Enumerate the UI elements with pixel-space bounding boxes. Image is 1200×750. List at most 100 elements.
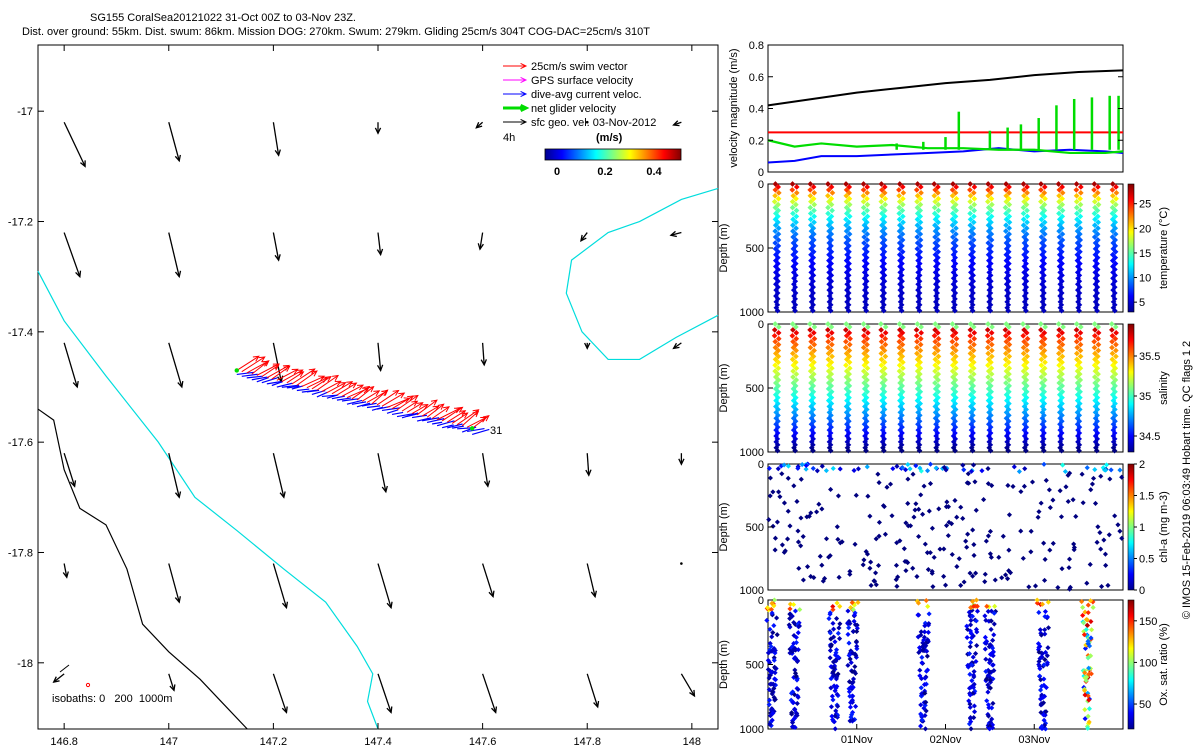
salinity-point xyxy=(918,324,924,330)
salinity-point xyxy=(1059,347,1065,354)
swim-vector xyxy=(241,356,266,373)
isobath-marker xyxy=(85,682,91,688)
current-vector-head xyxy=(281,601,289,610)
salinity-point xyxy=(810,447,816,454)
swim-vector-shaft xyxy=(351,386,370,400)
salinity-point xyxy=(1038,344,1044,351)
temperature-point xyxy=(807,181,814,187)
temperature-point xyxy=(988,207,995,214)
chla-point xyxy=(851,467,857,473)
temperature-colorbar-tick-label: 25 xyxy=(1139,199,1151,211)
dac-vector xyxy=(411,414,428,419)
legend-arrow-head xyxy=(520,90,528,98)
swim-vector xyxy=(331,381,354,395)
temperature-point xyxy=(1077,195,1083,202)
swim-vector-shaft xyxy=(311,376,332,390)
chla-point xyxy=(897,538,903,544)
chla-y-tick-label: 0 xyxy=(758,459,764,471)
temperature-point xyxy=(846,195,853,202)
dac-vector xyxy=(251,376,268,381)
salinity-point xyxy=(808,338,815,345)
temperature-point xyxy=(1038,216,1045,223)
temperature-point xyxy=(1073,192,1080,199)
swim-vector-head xyxy=(363,385,371,393)
temperature-point xyxy=(1091,187,1097,193)
swim-vector xyxy=(431,406,450,419)
temperature-point xyxy=(860,187,867,193)
swim-vector-head xyxy=(291,368,299,375)
temperature-point xyxy=(881,190,888,196)
salinity-point xyxy=(1005,359,1012,366)
swim-vector-shaft xyxy=(281,369,303,382)
swim-vector-head xyxy=(421,403,429,410)
temperature-point xyxy=(1023,201,1030,208)
salinity-point xyxy=(934,330,941,336)
temperature-point xyxy=(775,231,782,237)
swim-vector xyxy=(461,410,480,427)
salinity-point xyxy=(896,344,903,351)
salinity-point xyxy=(882,335,889,342)
temperature-point xyxy=(898,307,905,314)
salinity-point xyxy=(1092,374,1098,380)
salinity-point xyxy=(896,362,903,369)
temperature-point xyxy=(896,216,903,223)
swim-vector xyxy=(296,370,318,386)
current-vector xyxy=(377,563,393,610)
salinity-point xyxy=(793,330,800,336)
swim-vector-head xyxy=(430,399,438,406)
salinity-point xyxy=(861,374,868,380)
salinity-point xyxy=(1003,332,1009,339)
salinity-point xyxy=(932,380,938,386)
temperature-point xyxy=(1059,190,1066,196)
salinity-point xyxy=(843,338,849,345)
temperature-point xyxy=(1109,257,1116,264)
dac-vector xyxy=(246,375,263,379)
current-vector-dot xyxy=(680,562,683,565)
current-vector xyxy=(168,232,182,279)
swim-vector-shaft xyxy=(276,368,298,381)
salinity-point xyxy=(842,327,849,333)
current-vector-shaft xyxy=(481,563,494,597)
chla-point xyxy=(958,504,964,510)
temperature-point xyxy=(971,184,978,190)
map-y-tick-label: -17.2 xyxy=(8,217,33,229)
swim-vector-head xyxy=(416,402,424,409)
temperature-point xyxy=(1059,195,1065,202)
salinity-point xyxy=(917,347,924,354)
map-title-line2: Dist. over ground: 55km. Dist. swum: 86k… xyxy=(22,26,650,38)
swim-vector-shaft xyxy=(306,377,328,389)
temperature-point xyxy=(1059,243,1066,249)
current-vector-shaft xyxy=(586,673,599,708)
temperature-point xyxy=(1092,216,1098,223)
salinity-point xyxy=(914,350,920,357)
oxygen-x-tick-label: 01Nov xyxy=(841,734,873,746)
chla-point xyxy=(1016,468,1022,475)
salinity-point xyxy=(1112,324,1119,330)
isobath-text: isobaths: 0 200 1000m xyxy=(52,693,172,705)
copyright-label: © IMOS 15-Feb-2019 06:03:49 Hobart time.… xyxy=(1181,341,1193,619)
temperature-point xyxy=(1038,222,1045,229)
dac-vector xyxy=(291,385,304,390)
temperature-point xyxy=(914,222,921,229)
temperature-point xyxy=(917,237,924,243)
current-vector-head xyxy=(174,491,182,499)
map-y-tick-label: -17.6 xyxy=(8,437,33,449)
temperature-point xyxy=(1091,210,1098,217)
salinity-point xyxy=(953,341,960,348)
temperature-point xyxy=(772,234,779,240)
salinity-colorbar-tick-label: 34.5 xyxy=(1139,431,1160,443)
temperature-point xyxy=(1112,207,1119,214)
temperature-point xyxy=(1073,204,1080,211)
temperature-point xyxy=(1041,307,1047,314)
salinity-point xyxy=(790,368,796,374)
temperature-point xyxy=(1003,222,1009,229)
current-vector-head xyxy=(672,120,680,127)
chla-point xyxy=(1057,488,1063,494)
chla-point xyxy=(913,463,919,469)
current-vector-head xyxy=(483,480,491,488)
temperature-point xyxy=(1059,231,1066,237)
temperature-point xyxy=(949,216,956,223)
temperature-point xyxy=(967,187,973,193)
temperature-point xyxy=(949,222,956,229)
